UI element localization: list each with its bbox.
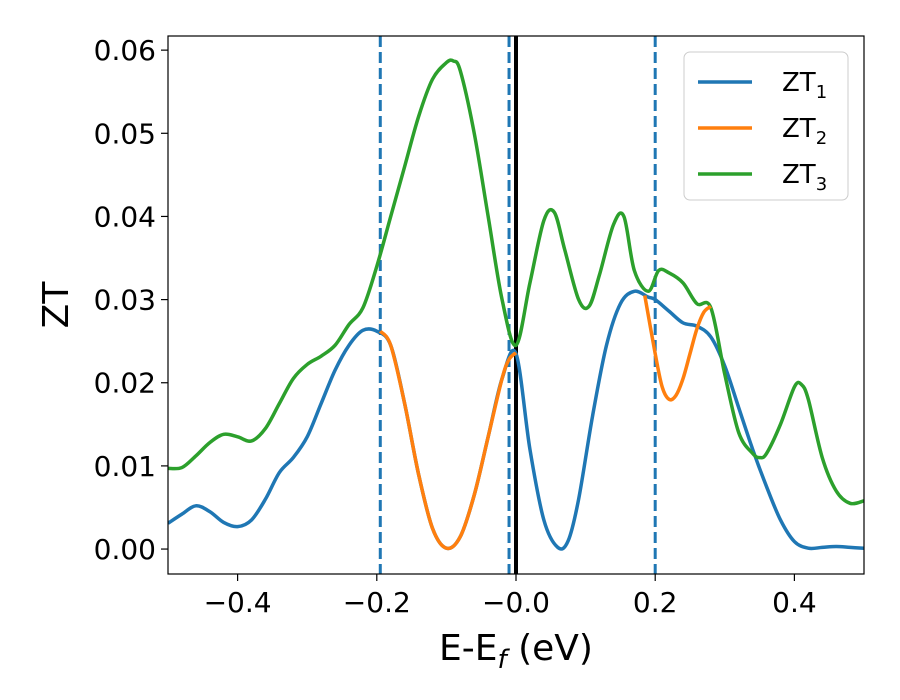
y-axis-ticks: 0.00 0.01 0.02 0.03 0.04 0.05 0.06 [94, 34, 168, 566]
legend-box [683, 51, 849, 201]
y-tick-label: 0.02 [94, 367, 156, 400]
y-tick-label: 0.01 [94, 450, 156, 483]
y-tick-label: 0.05 [94, 117, 156, 150]
x-tick-label: −0.0 [482, 586, 550, 619]
x-tick-label: 0.2 [633, 586, 678, 619]
x-axis-ticks: −0.4 −0.2 −0.0 0.2 0.4 [204, 574, 817, 619]
x-tick-label: −0.4 [204, 586, 272, 619]
y-axis-label: ZT [36, 281, 77, 329]
series-line-zt3 [168, 58, 864, 506]
x-tick-label: −0.2 [343, 586, 411, 619]
series-line-zt1 [168, 289, 864, 551]
legend: ZT1 ZT2 ZT3 [683, 51, 849, 201]
x-tick-label: 0.4 [772, 586, 817, 619]
series-line-zt2 [378, 329, 518, 551]
series-lines [168, 58, 864, 551]
y-tick-label: 0.04 [94, 200, 156, 233]
series-line-zt2-part-2 [643, 295, 713, 402]
y-tick-label: 0.03 [94, 284, 156, 317]
legend-label-zt3: ZT3 [782, 160, 827, 195]
y-tick-label: 0.00 [94, 533, 156, 566]
reference-lines [378, 36, 657, 574]
legend-label-zt1: ZT1 [782, 68, 827, 103]
y-tick-label: 0.06 [94, 34, 156, 67]
legend-label-zt2: ZT2 [782, 114, 827, 149]
x-axis-label: E-Ef (eV) [439, 628, 593, 675]
